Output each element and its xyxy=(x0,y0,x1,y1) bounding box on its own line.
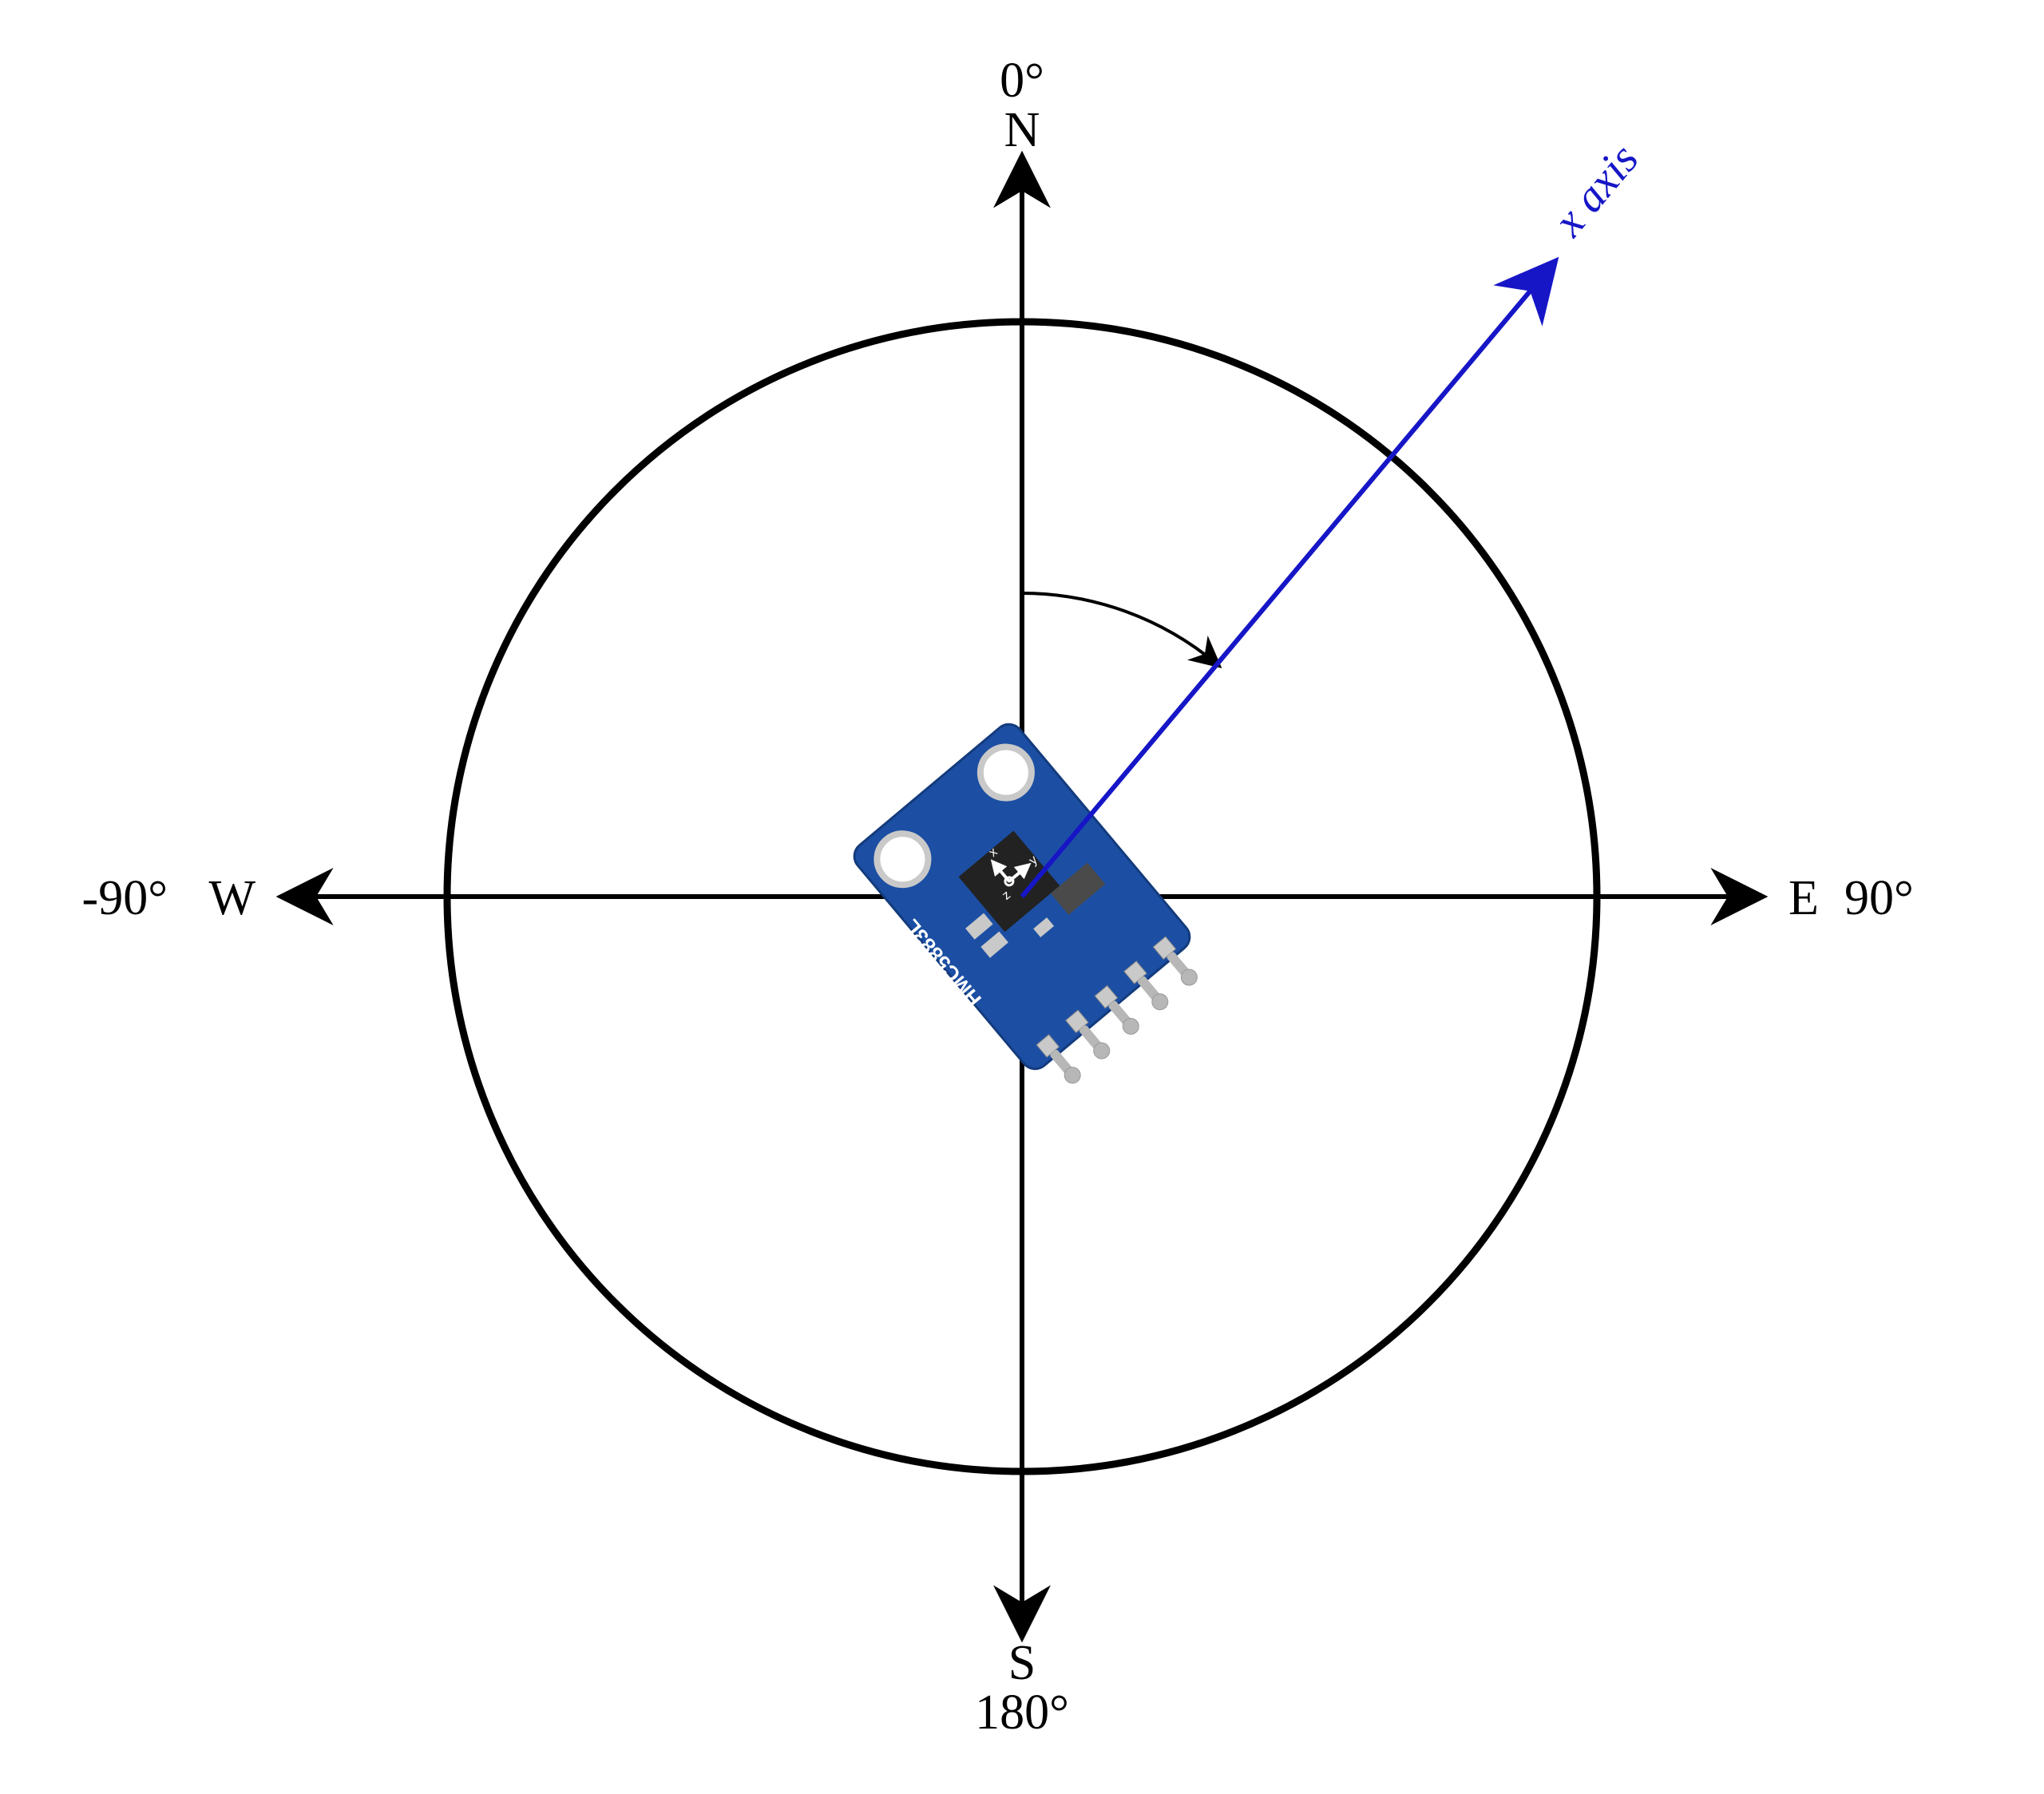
label-west-deg: -90° xyxy=(82,871,168,925)
label-north-deg: 0° xyxy=(1000,53,1044,108)
label-north: N xyxy=(1004,103,1040,157)
label-east: E xyxy=(1788,871,1819,925)
label-west: W xyxy=(208,871,256,925)
label-south-deg: 180° xyxy=(975,1685,1069,1740)
label-south: S xyxy=(1008,1636,1036,1690)
compass-diagram: HMC5883Lxyzx axisN0°S180°E90°W-90° xyxy=(0,0,2044,1794)
label-east-deg: 90° xyxy=(1844,871,1914,925)
